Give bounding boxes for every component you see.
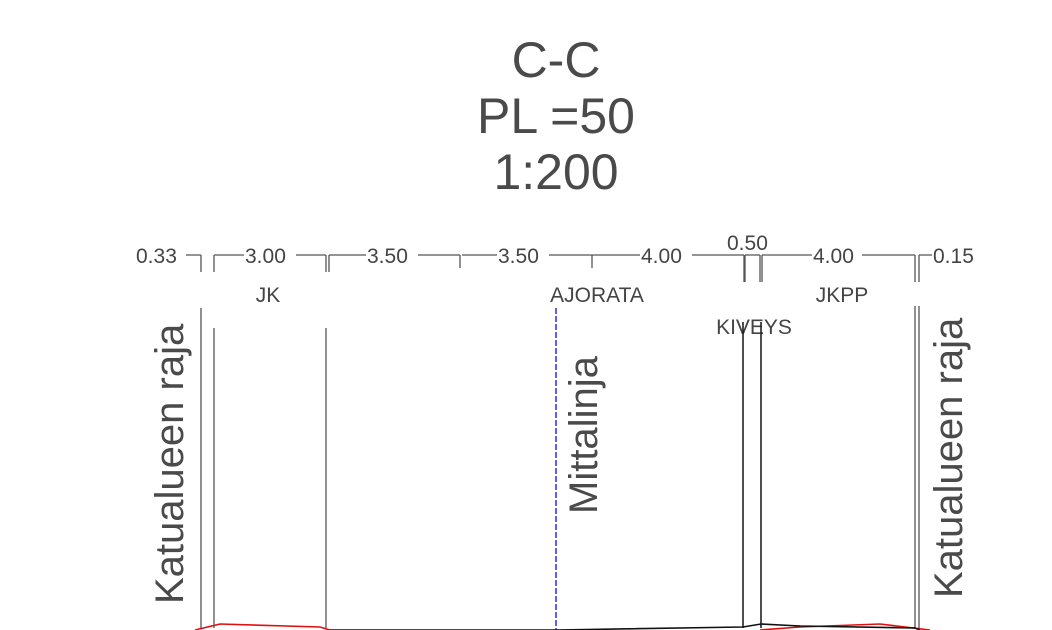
zone-label-jk: JK [256,284,281,307]
title-block: C-C PL =50 1:200 [477,32,635,200]
dimension-label: 4.00 [641,245,682,268]
dimension-label: 3.50 [498,245,539,268]
vertical-labels: Katualueen raja Mittalinja Katualueen ra… [148,317,971,604]
section-lines [200,306,920,628]
dimension-label: 0.15 [933,245,974,268]
zone-labels: JK AJORATA KIVEYS JKPP [256,284,869,339]
dimension-label: 0.50 [727,232,768,255]
dimension-label: 3.50 [367,245,408,268]
dimension-label: 0.33 [136,245,177,268]
ground-profile [194,623,931,630]
dimension-label: 4.00 [813,245,854,268]
station-label: PL =50 [477,88,635,144]
left-boundary-label: Katualueen raja [148,323,192,604]
centerline-label: Mittalinja [562,355,606,514]
design-surface-line [330,623,921,630]
dimension-chain: 0.33 3.00 3.50 3.50 4.00 0.50 4.00 0.15 [136,232,974,282]
existing-ground-line-left [194,623,331,630]
existing-ground-line-right [759,623,931,630]
dimension-ticks [200,255,920,282]
right-boundary-label: Katualueen raja [927,317,971,598]
scale-label: 1:200 [493,144,618,200]
section-title: C-C [512,32,601,88]
dimension-label: 3.00 [245,245,286,268]
zone-label-ajorata: AJORATA [550,284,644,307]
zone-label-kiveys: KIVEYS [716,316,792,339]
zone-label-jkpp: JKPP [816,284,869,307]
